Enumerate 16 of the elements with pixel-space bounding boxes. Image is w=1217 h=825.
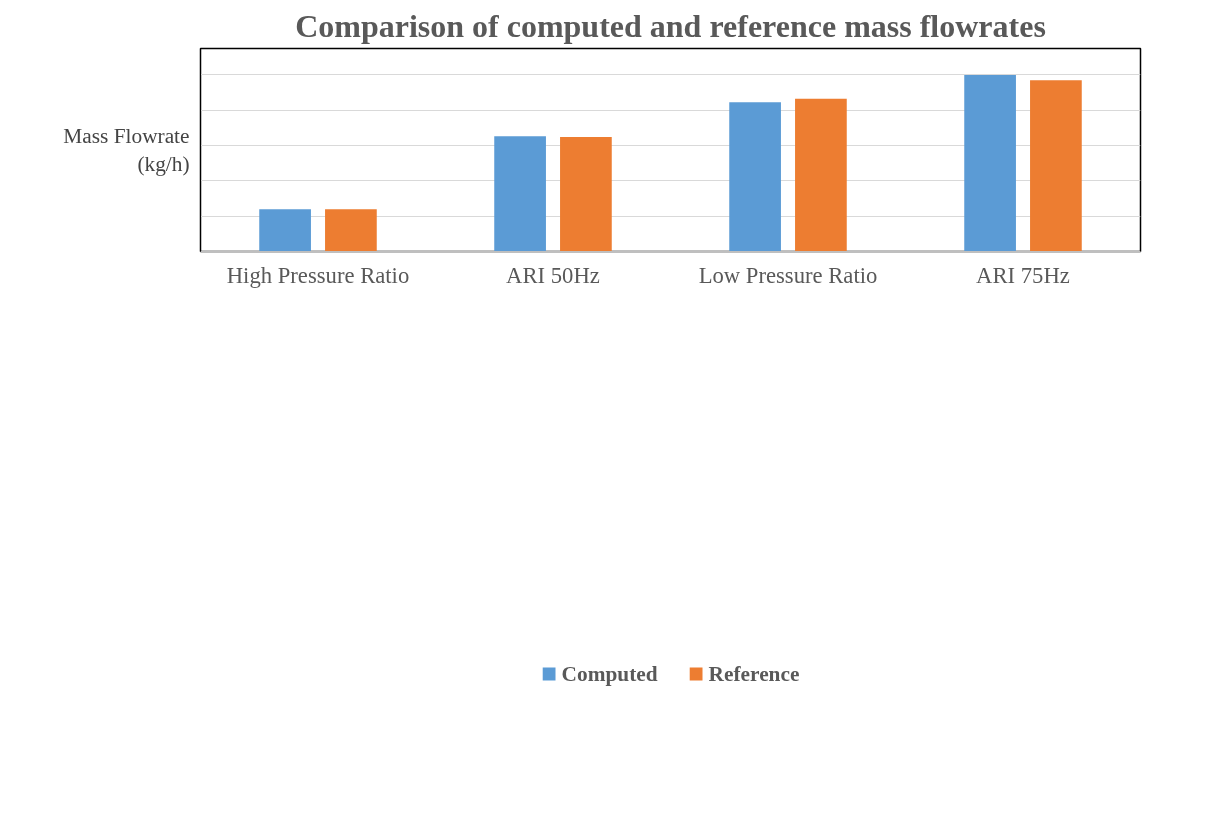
bar [729,102,781,252]
chart-title: Comparison of computed and reference mass flowrates [295,7,1046,44]
x-tick-label: ARI 75Hz [976,262,1070,288]
x-tick-label: High Pressure Ratio [226,262,410,288]
bar [259,209,311,252]
legend-label: Computed [561,661,658,687]
x-tick-label: Low Pressure Ratio [698,262,878,288]
bar [964,74,1016,252]
bar [795,98,847,252]
legend-label: Reference [708,661,800,687]
bar [494,136,546,252]
bar [1030,80,1082,252]
bar [560,136,612,252]
x-tick-label: ARI 50Hz [506,262,600,288]
bar [325,209,377,252]
y-axis-title: Mass Flowrate (kg/h) [63,123,190,177]
